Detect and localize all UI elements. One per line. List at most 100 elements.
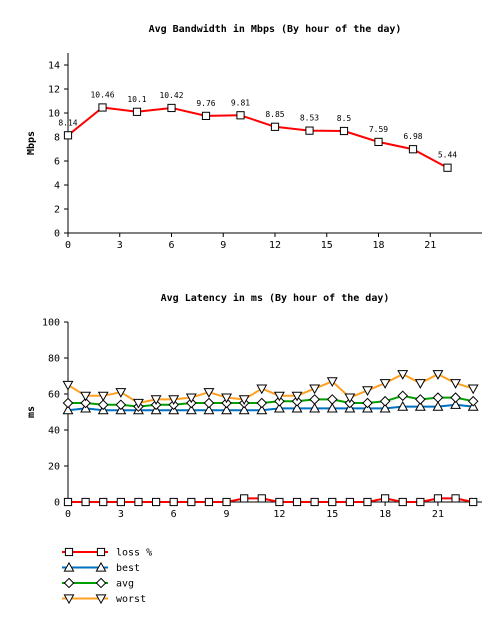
bandwidth-series-point [339, 126, 349, 136]
legend-marker-start [63, 561, 75, 572]
bandwidth-series-point [167, 103, 176, 113]
latency-loss-point [187, 497, 196, 507]
bandwidth-y-tick-label: 12 [48, 85, 60, 96]
bandwidth-data-label: 8.53 [300, 114, 319, 123]
latency-avg-point [309, 394, 320, 405]
latency-avg-point [256, 397, 268, 409]
latency-worst-point [309, 384, 321, 395]
latency-avg-point [415, 394, 426, 405]
latency-avg-point [80, 397, 91, 409]
latency-loss-point [222, 497, 231, 507]
latency-loss-point [292, 497, 302, 507]
latency-worst-point [168, 395, 180, 406]
legend-marker-end [95, 577, 107, 589]
latency-worst-point [291, 391, 303, 402]
latency-best-point [309, 402, 321, 413]
latency-worst-point [326, 377, 338, 388]
latency-x-tick-label: 21 [432, 509, 444, 520]
latency-x-tick-label: 12 [273, 509, 285, 520]
latency-best-point [221, 404, 233, 415]
bandwidth-x-tick-label: 18 [372, 240, 384, 251]
latency-x-tick-label: 9 [224, 509, 230, 520]
latency-worst-point [185, 393, 197, 404]
latency-worst-point [397, 370, 409, 380]
latency-best-point [326, 402, 338, 413]
legend-marker-start [63, 594, 75, 605]
latency-best-point [238, 404, 250, 415]
latency-loss-point [99, 497, 108, 507]
bandwidth-series-point [201, 111, 211, 120]
latency-loss-point [134, 497, 143, 507]
bandwidth-data-label: 8.14 [58, 118, 77, 127]
latency-loss-point [451, 494, 460, 503]
bandwidth-x-tick-label: 9 [220, 240, 226, 251]
latency-best-point [291, 402, 303, 413]
latency-worst-point [97, 391, 109, 402]
latency-worst-point [467, 384, 479, 395]
latency-loss-point [363, 497, 372, 507]
latency-loss-point [240, 494, 249, 503]
bandwidth-x-tick-label: 21 [424, 240, 436, 251]
latency-best-point [432, 400, 444, 411]
latency-worst-point [379, 379, 391, 389]
latency-avg-point [362, 397, 373, 409]
latency-y-tick-label: 0 [54, 498, 60, 509]
latency-loss-point [416, 497, 425, 507]
latency-y-axis-label: ms [26, 406, 37, 418]
latency-avg-point [326, 394, 338, 405]
latency-y-tick-label: 20 [48, 462, 60, 473]
bandwidth-y-tick-label: 2 [54, 205, 60, 216]
bandwidth-x-tick-label: 3 [117, 240, 123, 251]
bandwidth-y-tick-label: 14 [48, 61, 60, 72]
latency-loss-point [151, 497, 161, 507]
latency-x-tick-label: 15 [326, 509, 338, 520]
bandwidth-series-point [63, 131, 73, 140]
bandwidth-chart-title: Avg Bandwidth in Mbps (By hour of the da… [149, 23, 402, 35]
latency-best-point [397, 400, 409, 411]
bandwidth-y-axis-label: Mbps [26, 131, 37, 155]
latency-best-point [203, 404, 215, 415]
latency-y-tick-label: 60 [48, 390, 60, 401]
bandwidth-data-label: 10.42 [159, 91, 183, 100]
bandwidth-data-label: 9.76 [196, 99, 215, 108]
latency-worst-point [362, 386, 373, 397]
latency-loss-point [469, 497, 478, 507]
latency-loss-point [310, 497, 319, 507]
bandwidth-data-label: 8.85 [265, 110, 284, 119]
latency-worst-point [344, 393, 356, 404]
latency-best-point [62, 404, 74, 415]
latency-best-point [450, 399, 462, 409]
latency-loss-point [63, 497, 73, 507]
latency-loss-line [68, 497, 474, 503]
latency-avg-point [432, 392, 444, 403]
latency-chart: Avg Latency in ms (By hour of the day) m… [26, 292, 482, 520]
legend-item-loss: loss % [62, 548, 152, 559]
bandwidth-series-point [374, 137, 383, 147]
bandwidth-series-point [408, 145, 418, 154]
latency-x-tick-label: 18 [379, 509, 391, 520]
latency-x-tick-label: 3 [118, 509, 124, 520]
latency-y-tick-label: 40 [48, 426, 60, 437]
bandwidth-series-point [305, 126, 314, 135]
bandwidth-series-point [270, 122, 280, 131]
latency-chart-title: Avg Latency in ms (By hour of the day) [161, 292, 390, 304]
legend-marker-start [64, 547, 74, 557]
bandwidth-data-label: 6.98 [403, 132, 422, 141]
latency-worst-point [133, 398, 144, 409]
latency-loss-point [116, 497, 125, 507]
latency-avg-point [203, 397, 215, 409]
bandwidth-y-tick-label: 8 [54, 133, 60, 144]
bandwidth-y-tick-label: 0 [54, 229, 60, 240]
legend-marker-start [63, 577, 75, 589]
latency-loss-point [381, 494, 390, 503]
latency-avg-point [97, 399, 109, 411]
latency-loss-point [398, 497, 407, 507]
bandwidth-series-point [132, 107, 142, 116]
latency-loss-point [169, 497, 178, 507]
latency-y-tick-label: 80 [48, 354, 60, 365]
latency-worst-point [62, 380, 74, 391]
bandwidth-data-label: 8.5 [337, 114, 352, 123]
latency-x-tick-label: 6 [171, 509, 177, 520]
bandwidth-data-label: 5.44 [438, 151, 457, 160]
latency-loss-point [275, 497, 284, 507]
